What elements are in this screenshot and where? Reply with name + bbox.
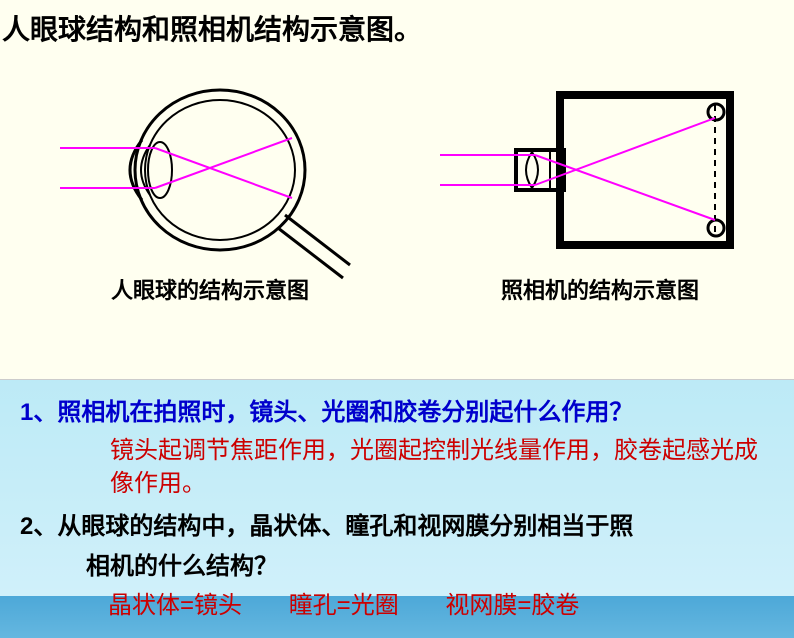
answer-1: 镜头起调节焦距作用，光圈起控制光线量作用，胶卷起感光成像作用。 xyxy=(110,434,774,501)
eye-caption: 人眼球的结构示意图 xyxy=(60,273,360,305)
diagram-title: 人眼球结构和照相机结构示意图。 xyxy=(2,8,422,48)
question-1: 1、照相机在拍照时，镜头、光圈和胶卷分别起什么作用？ xyxy=(20,396,774,430)
camera-diagram: 照相机的结构示意图 xyxy=(440,70,760,330)
question-2-line2: 相机的什么结构？ xyxy=(86,549,774,585)
questions-panel: 1、照相机在拍照时，镜头、光圈和胶卷分别起什么作用？ 镜头起调节焦距作用，光圈起… xyxy=(0,380,794,638)
answer-2: 晶状体=镜头 瞳孔=光圈 视网膜=胶卷 xyxy=(108,589,774,623)
camera-caption: 照相机的结构示意图 xyxy=(440,273,760,305)
eye-diagram: 人眼球的结构示意图 xyxy=(60,70,360,330)
diagram-panel: 人眼球结构和照相机结构示意图。 人眼球的结构示意图 xyxy=(0,0,794,380)
question-2-line1: 2、从眼球的结构中，晶状体、瞳孔和视网膜分别相当于照 xyxy=(20,509,774,545)
